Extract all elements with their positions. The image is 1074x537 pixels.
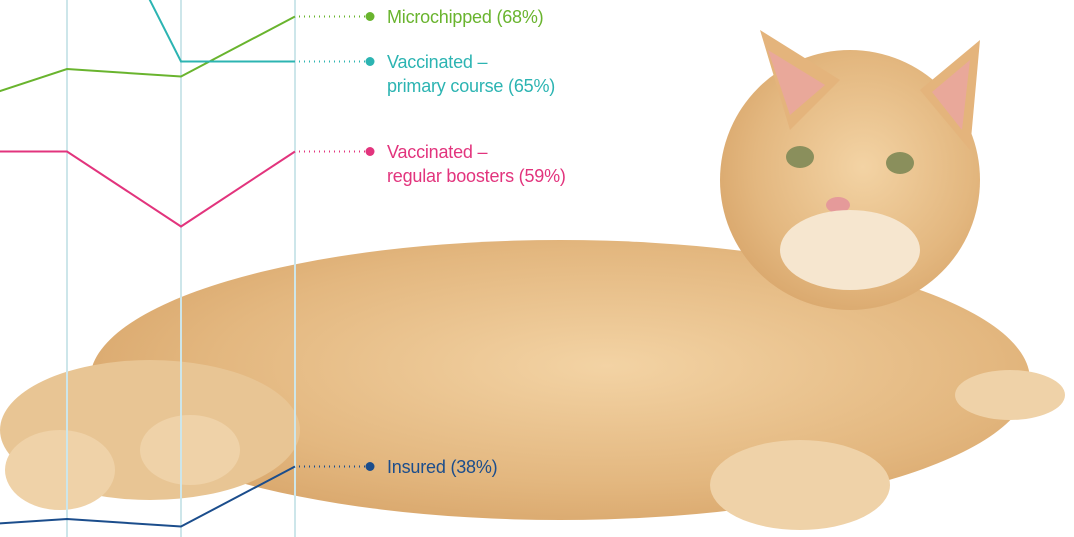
series-label: Microchipped (68%) (387, 5, 543, 29)
legend-dot (366, 147, 375, 156)
legend-dot (366, 57, 375, 66)
series-label: Insured (38%) (387, 455, 497, 479)
page: {"chart_data": { "type": "line", "catego… (0, 0, 1074, 537)
series-label: Vaccinated – primary course (65%) (387, 50, 555, 98)
cat-photo (0, 30, 1065, 530)
series-label: Vaccinated – regular boosters (59%) (387, 140, 566, 188)
series-line (0, 152, 295, 227)
legend-dot (366, 462, 375, 471)
legend-dot (366, 12, 375, 21)
